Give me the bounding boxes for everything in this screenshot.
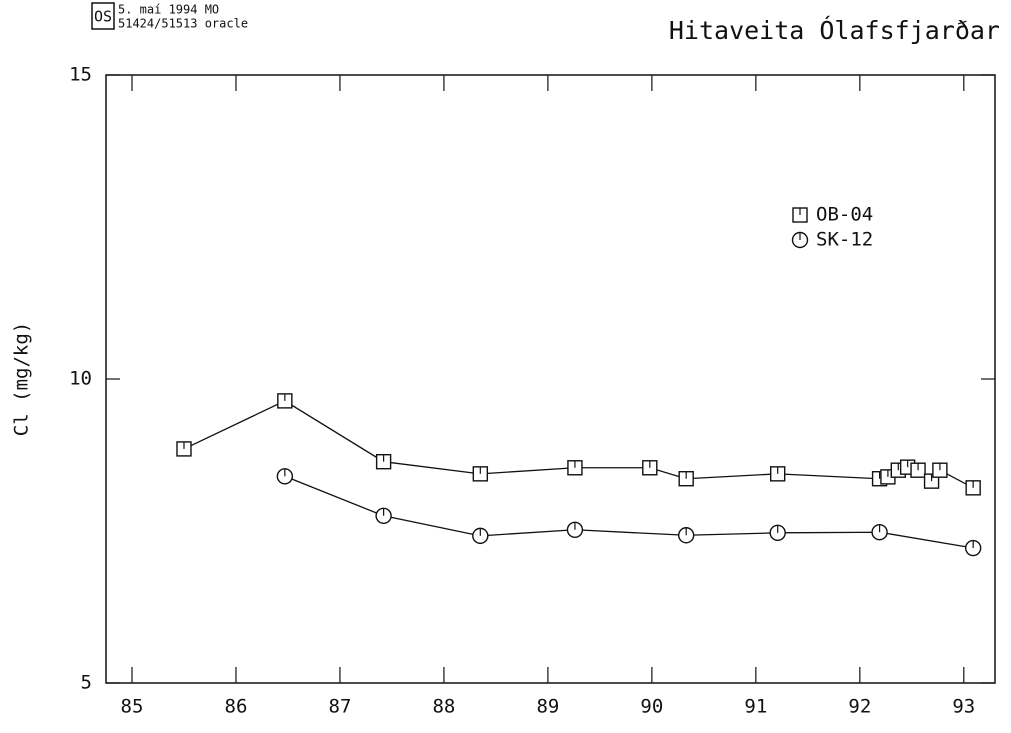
marker bbox=[472, 527, 489, 545]
x-tick-label: 92 bbox=[848, 696, 871, 718]
marker bbox=[965, 480, 981, 496]
marker bbox=[964, 539, 982, 557]
y-axis-label: Cl (mg/kg) bbox=[11, 322, 33, 436]
y-tick-label: 15 bbox=[69, 64, 92, 86]
legend-label: SK-12 bbox=[816, 229, 873, 251]
marker bbox=[910, 462, 926, 478]
marker bbox=[678, 471, 694, 487]
header-id: 51424/51513 oracle bbox=[118, 17, 248, 31]
header-date: 5. maí 1994 MO bbox=[118, 3, 219, 17]
logo: OS bbox=[94, 8, 112, 26]
marker bbox=[375, 453, 392, 470]
legend-label: OB-04 bbox=[816, 204, 873, 226]
x-tick-label: 91 bbox=[744, 696, 767, 718]
plot-frame bbox=[105, 74, 996, 684]
marker bbox=[642, 460, 658, 476]
y-tick-label: 10 bbox=[69, 368, 92, 390]
marker bbox=[769, 524, 786, 542]
marker bbox=[472, 466, 489, 482]
marker bbox=[277, 393, 293, 409]
y-tick-label: 5 bbox=[81, 672, 92, 694]
marker bbox=[566, 521, 584, 538]
x-tick-label: 93 bbox=[952, 696, 975, 718]
x-tick-label: 89 bbox=[536, 696, 559, 718]
x-tick-label: 85 bbox=[121, 696, 144, 718]
x-tick-label: 86 bbox=[225, 696, 248, 718]
series-line bbox=[284, 475, 974, 549]
marker bbox=[871, 524, 888, 541]
legend-marker bbox=[792, 207, 808, 223]
x-tick-label: 90 bbox=[640, 696, 663, 718]
marker bbox=[276, 468, 294, 485]
marker bbox=[769, 466, 786, 482]
legend-marker bbox=[791, 231, 809, 249]
chart-title: Hitaveita Ólafsfjarðar bbox=[669, 15, 1000, 45]
x-tick-label: 87 bbox=[329, 696, 352, 718]
marker bbox=[176, 441, 192, 457]
marker bbox=[375, 507, 392, 524]
x-tick-label: 88 bbox=[432, 696, 455, 718]
marker bbox=[677, 527, 695, 544]
marker bbox=[567, 460, 583, 476]
marker bbox=[932, 462, 948, 478]
logo-box bbox=[91, 2, 115, 30]
